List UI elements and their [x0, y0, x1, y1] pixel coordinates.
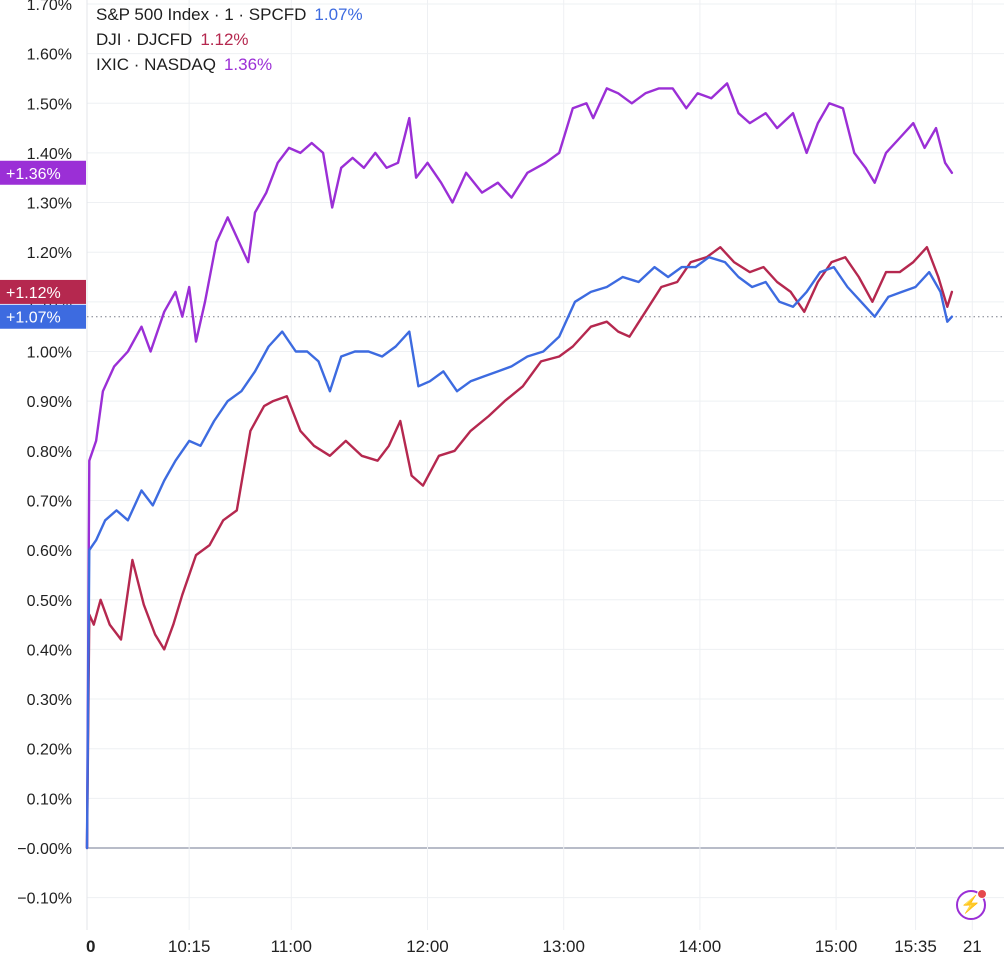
badge-background: [0, 160, 86, 185]
y-tick-label: 0.30%: [27, 692, 72, 709]
x-tick-label: 21: [963, 937, 982, 956]
y-tick-label: 0.20%: [27, 742, 72, 759]
x-tick-label: 13:00: [542, 937, 585, 956]
y-tick-label: 0.50%: [27, 593, 72, 610]
y-tick-label: 0.80%: [27, 444, 72, 461]
legend-label: IXIC · NASDAQ: [96, 55, 216, 74]
x-tick-label: 0: [86, 937, 95, 956]
y-tick-label: −0.00%: [17, 841, 72, 858]
legend-item[interactable]: S&P 500 Index · 1 · SPCFD 1.07%: [96, 2, 363, 27]
x-tick-label: 10:15: [168, 937, 211, 956]
x-axis: 0 10:15 11:00 12:00 13:00 14:00 15:00 15:35 21: [86, 937, 982, 956]
x-tick-label: 11:00: [271, 937, 312, 956]
series-line: [85, 82, 954, 850]
badge-text: +1.12%: [6, 285, 61, 302]
y-tick-label: 1.60%: [27, 47, 72, 64]
y-tick-label: 1.00%: [27, 345, 72, 362]
lightning-bolt-icon[interactable]: ⚡: [956, 889, 987, 920]
last-value-badge: +1.12%: [0, 279, 86, 304]
legend-value: 1.12%: [200, 30, 249, 49]
last-value-labels: +1.36% +1.12% +1.07%: [0, 160, 86, 329]
y-tick-label: 0.90%: [27, 394, 72, 411]
badge-text: +1.36%: [6, 166, 61, 183]
y-tick-label: 1.30%: [27, 196, 72, 213]
y-tick-label: 0.10%: [27, 791, 72, 808]
legend-item[interactable]: DJI · DJCFD 1.12%: [96, 27, 363, 52]
series-line: [85, 245, 954, 850]
badge-background: [0, 304, 86, 329]
x-tick-label: 12:00: [406, 937, 449, 956]
legend-item[interactable]: IXIC · NASDAQ 1.36%: [96, 52, 363, 77]
y-axis: −0.10% −0.00% 0.10% 0.20% 0.30% 0.40% 0.50% 0.6…: [17, 0, 72, 908]
legend-value: 1.36%: [223, 55, 273, 74]
legend-label: S&P 500 Index · 1 · SPCFD: [96, 5, 307, 24]
y-tick-label: 1.50%: [27, 96, 72, 113]
legend: S&P 500 Index · 1 · SPCFD 1.07% DJI · DJC…: [96, 2, 363, 77]
series-line: [85, 256, 954, 850]
y-tick-label: 0.70%: [27, 493, 72, 510]
grid-lines: [86, 0, 1004, 930]
y-tick-label: 0.60%: [27, 543, 72, 560]
y-tick-label: 1.20%: [27, 245, 72, 262]
y-tick-label: −0.10%: [17, 891, 72, 908]
y-tick-label: 0.40%: [27, 642, 72, 659]
last-value-badge: +1.07%: [0, 304, 86, 329]
series-lines: [85, 82, 954, 850]
y-tick-label: 1.40%: [27, 146, 72, 163]
x-tick-label: 15:00: [815, 937, 858, 956]
legend-value: 1.07%: [314, 5, 363, 24]
x-tick-label: 15:35: [894, 937, 937, 956]
last-value-badge: +1.36%: [0, 160, 86, 185]
badge-background: [0, 279, 86, 304]
y-tick-label: 1.70%: [27, 0, 72, 14]
x-tick-label: 14:00: [679, 937, 722, 956]
notification-dot: [977, 889, 987, 899]
badge-text: +1.07%: [6, 310, 61, 327]
legend-label: DJI · DJCFD: [96, 30, 193, 49]
